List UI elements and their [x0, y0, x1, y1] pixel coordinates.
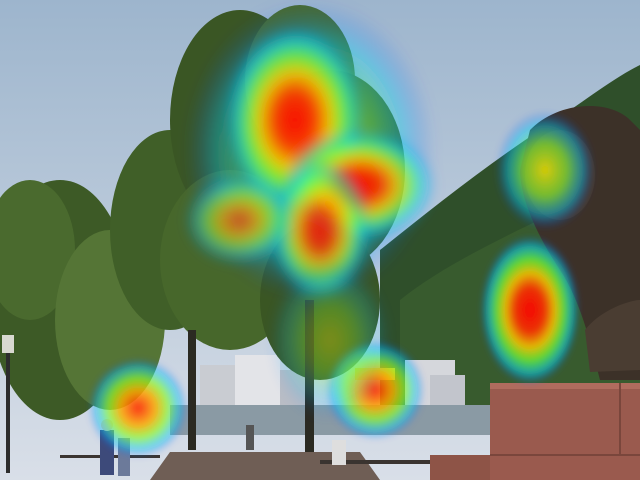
statue-head-hotspot	[495, 110, 595, 230]
stone-wall	[430, 383, 640, 480]
pedestrians-hotspot	[88, 358, 188, 458]
statue-hand-hotspot	[480, 235, 580, 385]
saliency-heatmap	[88, 0, 595, 458]
walkway	[150, 452, 380, 480]
lamp-post	[2, 335, 14, 473]
treetop-hotspot	[185, 0, 435, 300]
